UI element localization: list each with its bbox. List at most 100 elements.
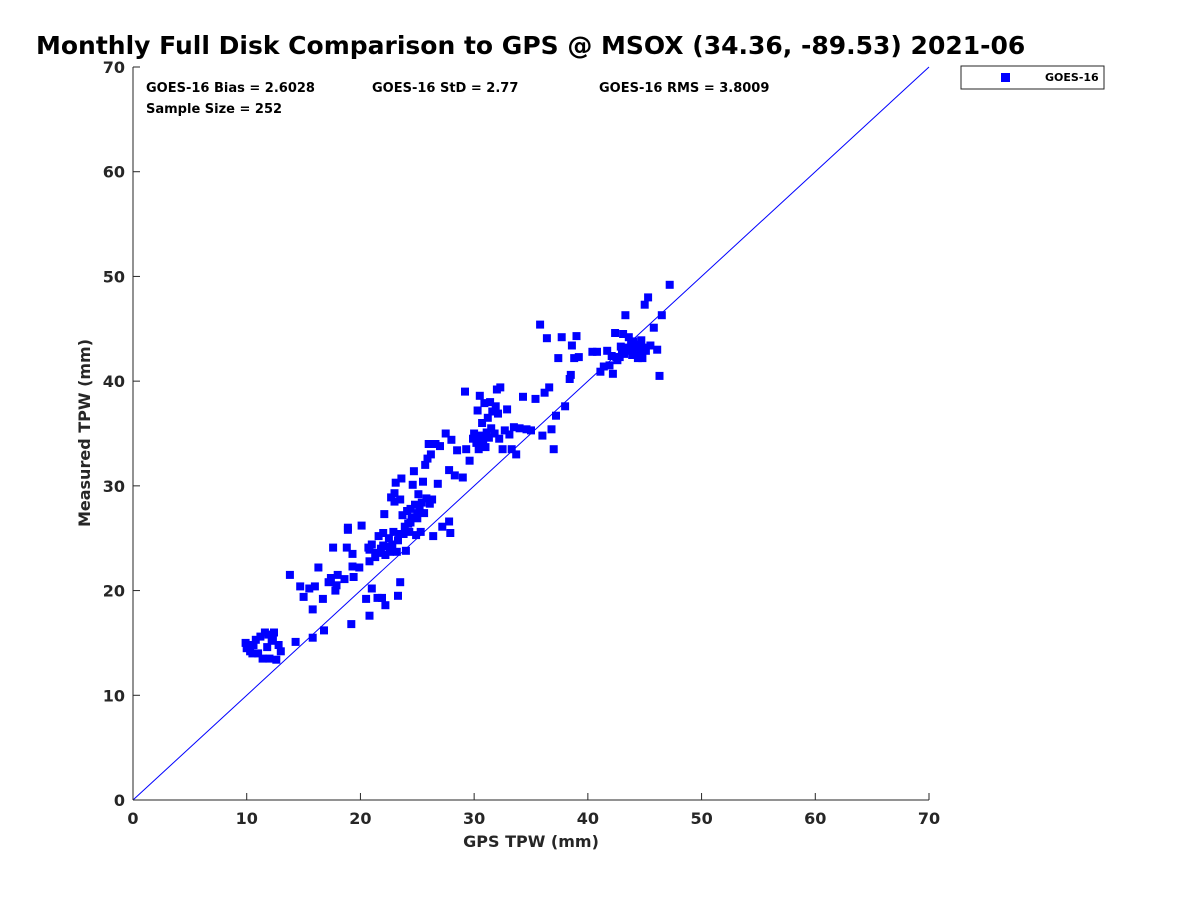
data-point <box>407 513 416 522</box>
legend: GOES-16 <box>960 65 1105 90</box>
data-point <box>618 347 626 356</box>
data-point <box>611 329 620 337</box>
data-point <box>557 333 566 342</box>
data-point <box>419 477 427 486</box>
data-point <box>479 437 488 446</box>
data-point <box>390 489 399 498</box>
data-point <box>566 370 575 379</box>
data-point <box>472 438 481 447</box>
data-point <box>406 504 415 513</box>
data-point <box>509 423 518 432</box>
data-point <box>371 553 380 562</box>
data-point <box>635 340 643 349</box>
data-point <box>398 511 407 520</box>
data-point <box>248 649 257 658</box>
data-point <box>381 551 390 559</box>
data-point <box>340 575 349 584</box>
data-point <box>462 445 471 454</box>
data-point <box>424 440 433 448</box>
data-point <box>488 407 497 416</box>
data-point <box>612 353 621 362</box>
data-point <box>413 509 422 518</box>
data-point <box>268 633 277 642</box>
data-point <box>644 293 653 302</box>
data-point <box>318 594 327 603</box>
data-point <box>522 425 531 434</box>
data-point <box>421 460 430 469</box>
data-point <box>438 522 447 531</box>
data-point <box>324 578 333 587</box>
x-tick-label: 60 <box>804 809 826 828</box>
data-point <box>436 442 444 451</box>
data-point <box>374 532 383 541</box>
data-point <box>416 527 425 536</box>
data-point <box>401 546 410 555</box>
data-point <box>561 402 570 411</box>
data-point <box>494 409 502 418</box>
data-point <box>616 342 625 351</box>
data-point <box>519 392 527 401</box>
data-point <box>241 638 250 647</box>
data-point <box>347 620 356 629</box>
data-point <box>373 593 382 602</box>
data-point <box>251 635 260 644</box>
data-point <box>365 611 374 620</box>
data-point <box>326 574 335 582</box>
data-point <box>500 426 509 435</box>
data-point <box>487 424 496 433</box>
y-tick-label: 40 <box>103 372 125 391</box>
data-point <box>498 445 507 454</box>
data-point <box>446 529 455 537</box>
data-point <box>329 543 338 552</box>
data-point <box>482 428 491 437</box>
data-point <box>320 626 328 635</box>
data-point <box>593 347 601 356</box>
data-point <box>412 531 421 540</box>
data-point <box>473 406 482 415</box>
x-tick-label: 20 <box>349 809 371 828</box>
data-point <box>331 586 340 595</box>
data-point <box>527 426 535 435</box>
data-point <box>308 605 317 614</box>
data-point <box>425 499 434 508</box>
data-point <box>478 419 487 427</box>
data-point <box>608 369 617 378</box>
data-point <box>505 430 514 439</box>
y-axis-label: Measured TPW (mm) <box>75 339 94 527</box>
data-point <box>367 584 376 593</box>
data-point <box>599 362 608 371</box>
data-point <box>536 320 545 329</box>
data-point <box>545 383 554 392</box>
data-point <box>461 387 469 396</box>
data-point <box>399 530 408 538</box>
y-tick-label: 30 <box>103 477 125 496</box>
data-point <box>383 542 392 551</box>
data-point <box>637 336 646 345</box>
data-point <box>355 563 364 572</box>
data-point <box>405 527 414 536</box>
data-point <box>542 334 551 343</box>
data-point <box>397 474 406 483</box>
data-point <box>441 429 450 438</box>
data-point <box>572 332 581 341</box>
data-point <box>265 654 274 663</box>
data-point <box>422 494 431 503</box>
x-tick-label: 70 <box>918 809 940 828</box>
data-point <box>333 570 342 579</box>
data-point <box>270 628 278 637</box>
data-point <box>413 514 422 523</box>
data-point <box>428 495 437 504</box>
data-point <box>484 433 493 442</box>
data-point <box>429 532 438 541</box>
data-point <box>495 434 504 443</box>
data-point <box>629 337 638 346</box>
data-point <box>420 509 429 518</box>
data-point <box>367 540 376 549</box>
data-point <box>633 354 642 363</box>
data-point <box>531 394 540 403</box>
legend-marker-goes-16 <box>1001 73 1010 82</box>
data-point <box>445 517 454 526</box>
data-point <box>474 445 483 454</box>
y-tick-label: 70 <box>103 58 125 77</box>
data-point <box>386 547 394 556</box>
